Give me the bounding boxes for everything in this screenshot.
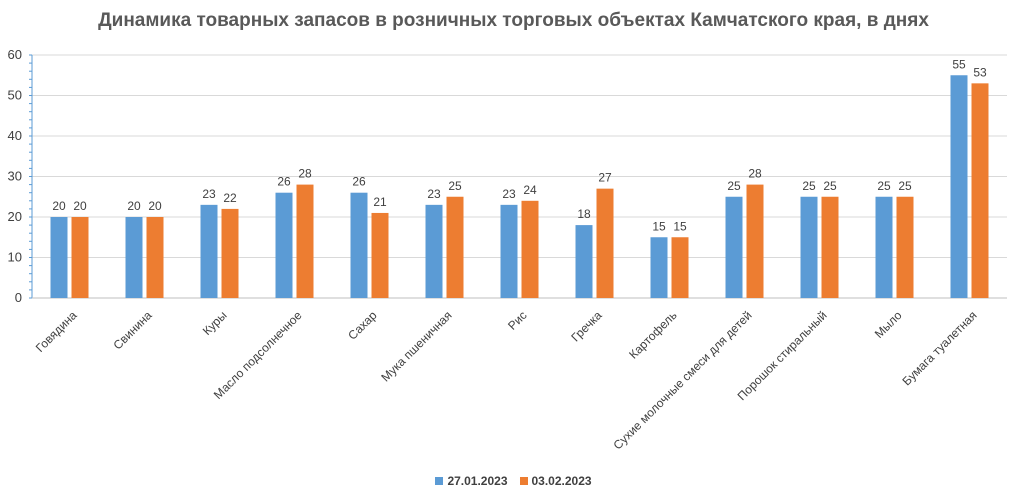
data-label: 53	[973, 65, 987, 79]
bar	[950, 75, 968, 298]
x-tick-label: Свинина	[111, 308, 155, 352]
x-tick-label: Сухие молочные смеси для детей	[610, 308, 754, 452]
bar	[746, 184, 764, 298]
x-tick-label: Куры	[200, 308, 230, 338]
bar	[725, 196, 743, 298]
data-label: 23	[502, 187, 516, 201]
data-label: 20	[52, 199, 66, 213]
x-tick-label: Бумага туалетная	[900, 308, 980, 388]
y-tick-label: 30	[8, 169, 22, 184]
data-label: 25	[877, 179, 891, 193]
bar	[425, 204, 443, 298]
bar	[221, 208, 239, 298]
data-label: 23	[202, 187, 216, 201]
bar	[371, 212, 389, 298]
x-tick-label: Гречка	[568, 308, 604, 344]
bar	[71, 217, 89, 298]
x-tick-label: Сахар	[345, 308, 380, 343]
bar	[296, 184, 314, 298]
data-label: 21	[373, 195, 387, 209]
data-label: 24	[523, 183, 537, 197]
data-label: 28	[748, 167, 762, 181]
bar	[275, 192, 293, 298]
bar	[971, 83, 989, 298]
data-label: 23	[427, 187, 441, 201]
bar	[521, 200, 539, 298]
bar	[896, 196, 914, 298]
bar	[50, 217, 68, 298]
data-label: 15	[673, 219, 687, 233]
data-label: 25	[727, 179, 741, 193]
x-tick-label: Картофель	[626, 308, 679, 361]
data-label: 20	[127, 199, 141, 213]
bar	[146, 217, 164, 298]
legend-item: 03.02.2023	[519, 474, 592, 488]
bar	[500, 204, 518, 298]
legend-label: 03.02.2023	[531, 474, 592, 488]
data-label: 25	[823, 179, 837, 193]
data-label: 28	[298, 167, 312, 181]
data-label: 20	[73, 199, 87, 213]
y-tick-label: 50	[8, 88, 22, 103]
y-tick-label: 20	[8, 209, 22, 224]
data-label: 25	[802, 179, 816, 193]
legend-label: 27.01.2023	[447, 474, 508, 488]
bar	[575, 225, 593, 298]
data-label: 55	[952, 57, 966, 71]
x-tick-label: Говядина	[33, 308, 80, 355]
y-tick-label: 60	[8, 47, 22, 62]
x-tick-label: Мука пшеничная	[378, 308, 454, 384]
data-label: 25	[448, 179, 462, 193]
bar	[446, 196, 464, 298]
bar	[671, 237, 689, 298]
bar	[350, 192, 368, 298]
legend-swatch	[519, 477, 528, 485]
data-label: 25	[898, 179, 912, 193]
chart-legend: 27.01.2023 03.02.2023	[0, 474, 1027, 488]
data-label: 26	[352, 175, 366, 189]
data-label: 26	[277, 175, 291, 189]
bar	[200, 204, 218, 298]
bar	[650, 237, 668, 298]
y-tick-label: 0	[15, 290, 22, 305]
x-tick-label: Мыло	[872, 308, 905, 341]
bar	[875, 196, 893, 298]
data-label: 22	[223, 191, 237, 205]
bar	[800, 196, 818, 298]
legend-swatch	[435, 477, 444, 485]
y-tick-label: 10	[8, 250, 22, 265]
bar	[821, 196, 839, 298]
bar	[125, 217, 143, 298]
data-label: 15	[652, 219, 666, 233]
data-label: 20	[148, 199, 162, 213]
data-label: 18	[577, 207, 591, 221]
y-tick-label: 40	[8, 128, 22, 143]
data-label: 27	[598, 171, 612, 185]
legend-item: 27.01.2023	[435, 474, 508, 488]
chart-title: Динамика товарных запасов в розничных то…	[98, 10, 929, 31]
bar	[596, 188, 614, 298]
x-tick-label: Рис	[505, 308, 530, 333]
